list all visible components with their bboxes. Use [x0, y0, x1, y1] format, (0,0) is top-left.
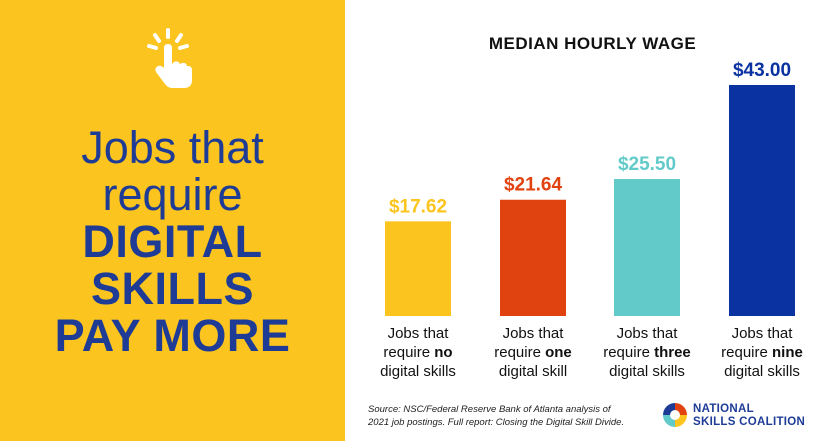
logo-text: NATIONAL SKILLS COALITION	[693, 403, 805, 429]
coalition-logo-icon	[663, 403, 687, 427]
source-line-2: 2021 job postings. Full report: Closing …	[368, 417, 625, 428]
headline-line-2: require	[102, 169, 243, 220]
bar-value-label-0: $17.62	[389, 196, 447, 217]
bar-3	[729, 85, 795, 316]
logo-line-1: NATIONAL	[693, 403, 754, 415]
headline: Jobs that require DIGITAL SKILLS PAY MOR…	[0, 124, 345, 359]
national-skills-coalition-logo: NATIONAL SKILLS COALITION	[661, 401, 831, 435]
source-note: Source: NSC/Federal Reserve Bank of Atla…	[368, 403, 648, 429]
bar-value-label-3: $43.00	[733, 60, 791, 81]
headline-line-1: Jobs that	[81, 122, 264, 173]
category-label-1: Jobs that require one digital skill	[494, 325, 572, 380]
category-label-2: Jobs that require three digital skills	[603, 325, 691, 380]
logo-line-2: SKILLS COALITION	[693, 416, 806, 428]
bar-value-label-1: $21.64	[504, 175, 563, 196]
category-label-0: Jobs that require no digital skills	[380, 325, 456, 380]
bar-chart: $17.62 Jobs that require no digital skills $…	[380, 60, 803, 380]
bar-1	[500, 199, 566, 316]
bar-0	[385, 221, 451, 316]
chart-panel: MEDIAN HOURLY WAGE $17.62 Jobs that requir…	[345, 0, 840, 441]
left-panel: Jobs that require DIGITAL SKILLS PAY MOR…	[0, 0, 345, 441]
category-label-3: Jobs that require nine digital skills	[721, 325, 803, 380]
source-line-1: Source: NSC/Federal Reserve Bank of Atla…	[368, 404, 611, 415]
pointing-hand-click-icon	[147, 28, 192, 88]
chart-title: MEDIAN HOURLY WAGE	[488, 34, 697, 53]
headline-line-4: SKILLS	[90, 263, 254, 314]
headline-line-3: DIGITAL	[82, 216, 263, 267]
bar-value-label-2: $25.50	[618, 154, 676, 175]
bar-2	[614, 179, 680, 316]
headline-line-5: PAY MORE	[54, 310, 291, 361]
